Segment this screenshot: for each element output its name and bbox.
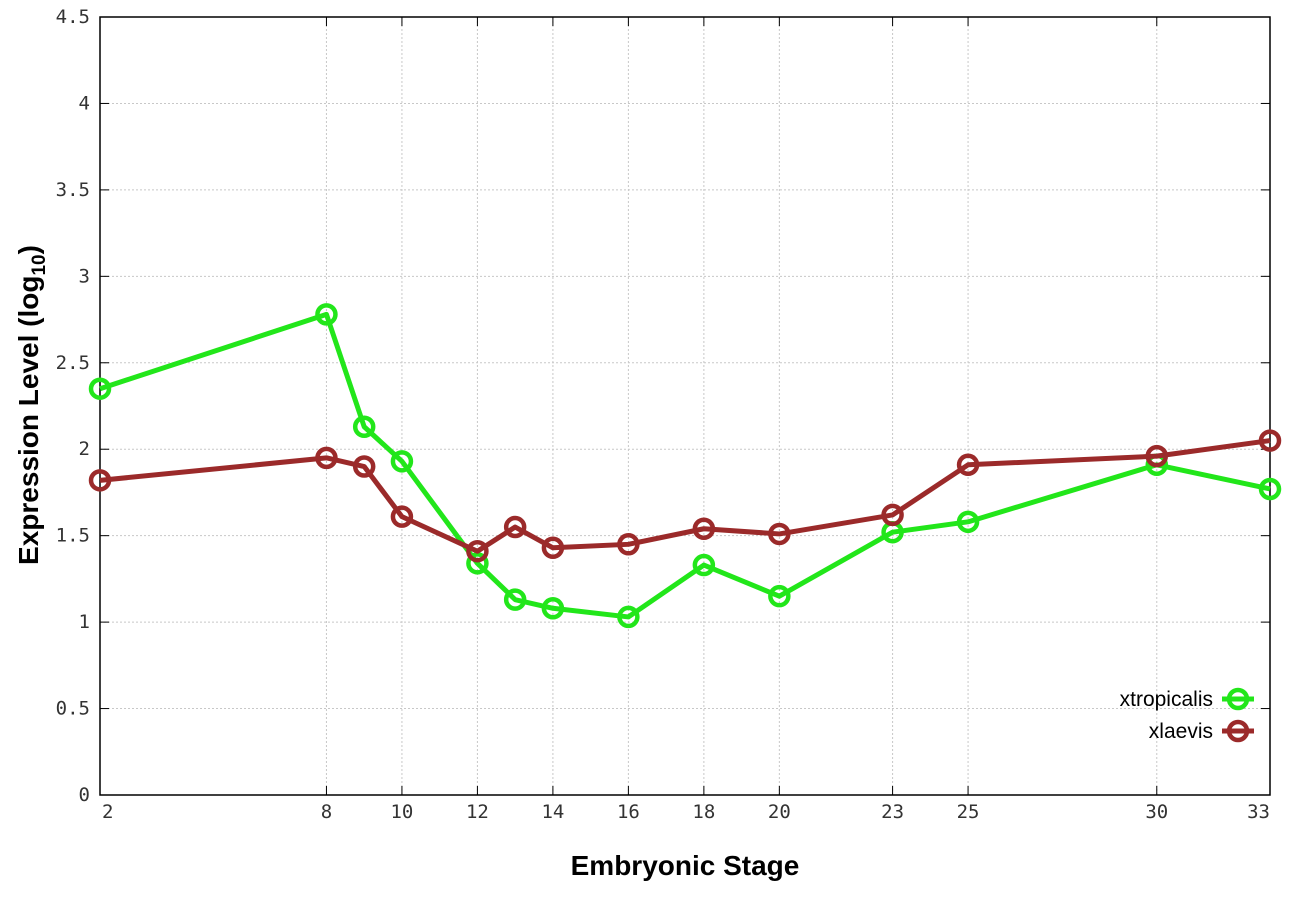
data-point — [390, 505, 414, 528]
y-tick-label: 2.5 — [56, 352, 90, 374]
y-tick-label: 1.5 — [56, 525, 90, 547]
y-tick-label: 2 — [79, 438, 90, 460]
y-tick-label: 0.5 — [56, 698, 90, 720]
x-axis-title: Embryonic Stage — [571, 850, 800, 881]
data-point — [692, 517, 716, 541]
x-tick-label: 23 — [881, 801, 904, 823]
data-point — [956, 453, 980, 477]
grid — [100, 17, 1270, 795]
legend-item-xlaevis: xlaevis — [1149, 719, 1254, 743]
data-point — [503, 515, 527, 539]
data-point — [88, 469, 112, 492]
y-tick-label: 1 — [79, 611, 90, 633]
y-axis-title: Expression Level (log10) — [13, 245, 50, 565]
data-point — [881, 503, 904, 527]
data-point — [352, 455, 376, 478]
x-tick-label: 12 — [466, 801, 489, 823]
data-point — [692, 553, 716, 577]
x-tick-label: 30 — [1145, 801, 1168, 823]
series-xlaevis — [88, 429, 1282, 563]
data-point — [1145, 444, 1169, 468]
legend-item-xtropicalis: xtropicalis — [1120, 687, 1254, 711]
y-axis-title-main: Expression Level (log — [13, 276, 44, 565]
series-layer — [88, 303, 1282, 629]
x-tick-label: 33 — [1247, 801, 1270, 823]
data-point — [541, 536, 565, 560]
data-point — [768, 522, 791, 546]
x-tick-label: 8 — [321, 801, 332, 823]
y-axis-title-subscript: 10 — [29, 254, 50, 275]
x-tick-label: 16 — [617, 801, 640, 823]
data-point — [88, 377, 112, 400]
x-tick-label: 2 — [102, 801, 113, 823]
data-point — [503, 588, 527, 611]
data-point — [768, 584, 791, 608]
x-tick-label: 14 — [541, 801, 564, 823]
y-tick-label: 4 — [79, 92, 90, 114]
y-axis-title-close: ) — [13, 245, 44, 254]
series-line — [99, 438, 1271, 554]
legend-marker — [1226, 719, 1250, 743]
x-tick-label: 25 — [957, 801, 980, 823]
data-point — [617, 533, 640, 556]
series-line — [99, 311, 1271, 620]
y-tick-label: 3.5 — [56, 179, 90, 201]
axis-ticks: 0 0.5 1 1.5 2 2.5 3 3.5 4 4.5 2 8 10 12 14 16 18 20 23 25 30… — [56, 6, 1271, 823]
data-point — [541, 597, 565, 620]
legend-marker — [1226, 687, 1250, 711]
plot-frame — [99, 16, 1271, 796]
data-point — [1258, 477, 1282, 501]
x-tick-label: 18 — [692, 801, 715, 823]
y-tick-label: 4.5 — [56, 6, 90, 28]
y-tick-label: 0 — [79, 784, 90, 806]
data-point — [466, 539, 489, 563]
data-point — [956, 510, 980, 534]
legend-label: xlaevis — [1149, 720, 1213, 743]
x-tick-label: 10 — [390, 801, 413, 823]
legend-label: xtropicalis — [1120, 688, 1213, 711]
legend: xtropicalis xlaevis — [1120, 687, 1254, 743]
x-tick-label: 20 — [768, 801, 791, 823]
data-point — [352, 415, 376, 438]
y-axis-title-text: Expression Level (log10) — [13, 245, 50, 565]
data-point — [315, 446, 338, 470]
data-point — [466, 552, 489, 575]
data-point — [315, 303, 338, 326]
y-tick-label: 3 — [79, 265, 90, 287]
data-point — [1258, 429, 1282, 452]
data-point — [617, 605, 640, 629]
data-point — [390, 450, 414, 473]
